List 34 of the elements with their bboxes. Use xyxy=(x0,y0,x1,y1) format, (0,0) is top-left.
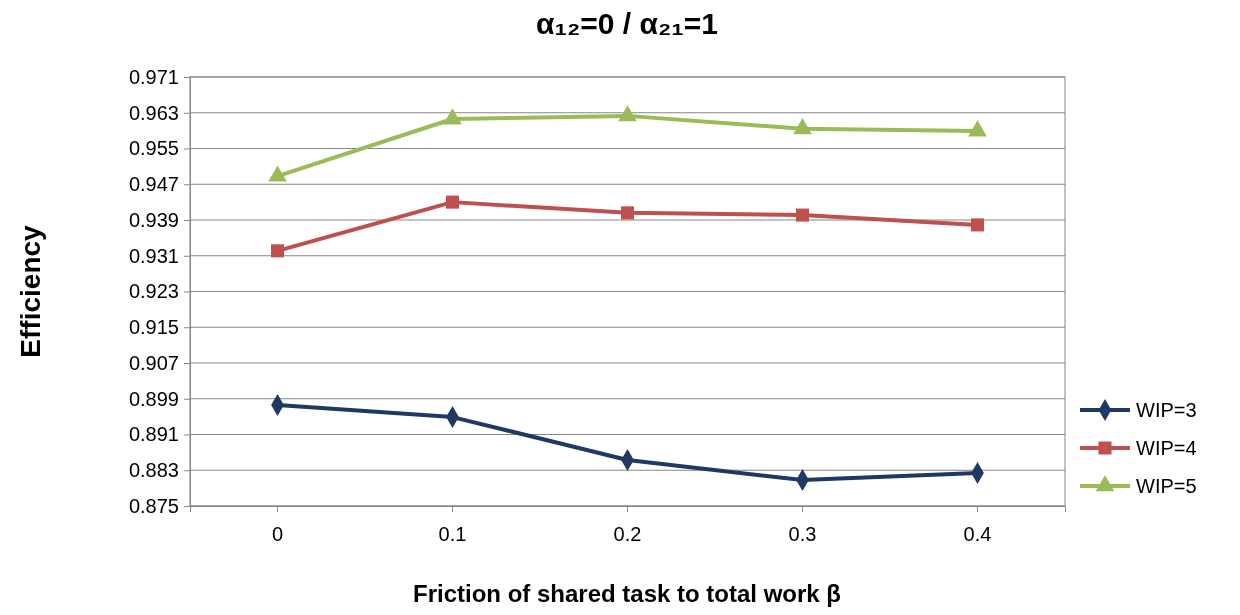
x-tick-label: 0 xyxy=(271,523,284,545)
point xyxy=(618,105,637,122)
y-tick-label: 0.875 xyxy=(128,494,179,517)
y-tick-label: 0.907 xyxy=(128,351,179,374)
x-tick-label: 0.2 xyxy=(613,523,642,545)
point xyxy=(793,118,812,135)
x-tick-label: 0.3 xyxy=(788,523,817,545)
y-tick-label: 0.955 xyxy=(128,137,179,160)
x-tick-label: 0.1 xyxy=(438,523,467,545)
x-tick-label: 0.4 xyxy=(963,523,992,545)
chart-title: α₁₂=0 / α₂₁=1 xyxy=(536,7,718,40)
y-tick-label: 0.899 xyxy=(128,387,179,410)
y-tick-label: 0.971 xyxy=(128,65,179,88)
legend-label: WIP=5 xyxy=(1136,475,1197,497)
y-tick-label: 0.947 xyxy=(128,173,179,196)
y-tick-label: 0.923 xyxy=(128,280,179,303)
legend-label: WIP=4 xyxy=(1136,437,1197,459)
y-tick-label: 0.915 xyxy=(128,316,179,339)
point xyxy=(968,120,987,137)
point xyxy=(270,244,285,258)
y-axis-title: Efficiency xyxy=(15,224,46,358)
y-tick-label: 0.939 xyxy=(128,208,179,231)
point xyxy=(795,208,810,222)
legend-label: WIP=3 xyxy=(1136,399,1197,421)
point xyxy=(268,165,287,182)
point xyxy=(620,206,635,220)
point xyxy=(970,218,985,232)
point xyxy=(443,108,462,125)
y-tick-label: 0.963 xyxy=(128,101,179,124)
y-tick-label: 0.883 xyxy=(128,459,179,482)
y-tick-label: 0.891 xyxy=(128,423,179,446)
y-tick-label: 0.931 xyxy=(128,244,179,267)
point xyxy=(445,195,460,209)
x-axis-title: Friction of shared task to total work β xyxy=(412,580,842,607)
